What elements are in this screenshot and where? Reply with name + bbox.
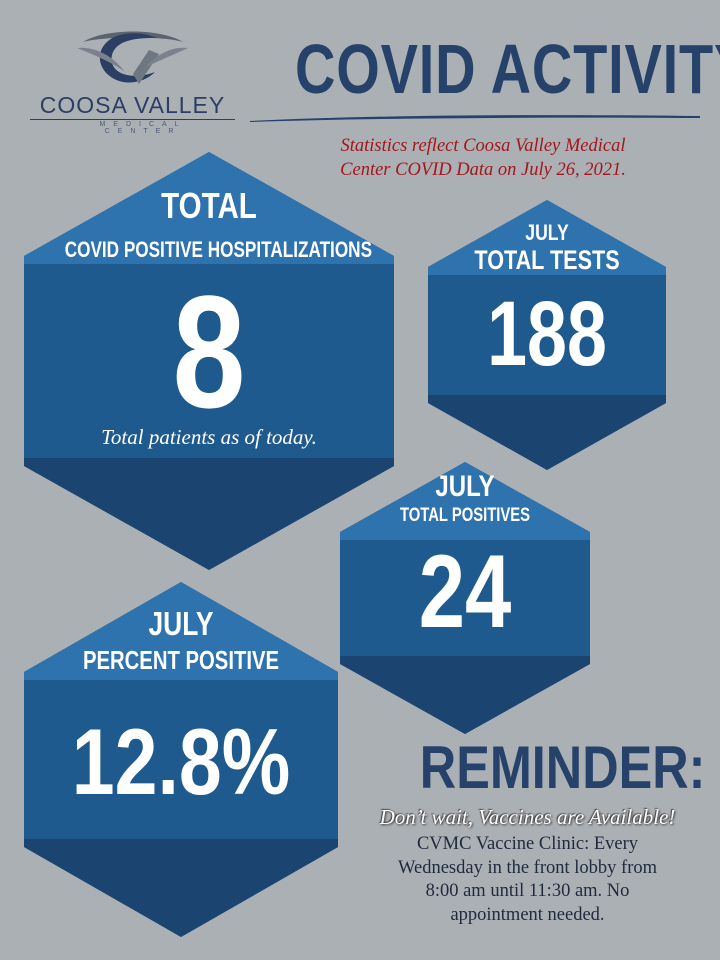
positives-hexagon: [340, 462, 590, 734]
reminder-line-4: appointment needed.: [450, 904, 605, 925]
reminder-body: CVMC Vaccine Clinic: Every Wednesday in …: [355, 833, 700, 927]
positives-label-bottom: TOTAL POSITIVES: [399, 505, 531, 526]
positives-label-top: JULY: [435, 470, 495, 503]
tests-value: 188: [487, 283, 607, 385]
logo-tagline: MEDICAL CENTER: [99, 121, 187, 135]
reminder-line-1: CVMC Vaccine Clinic: Every: [416, 834, 639, 854]
hospitalizations-note: Total patients as of today.: [101, 425, 317, 449]
subtitle-line-1: Statistics reflect Coosa Valley Medical: [340, 136, 626, 156]
tests-label-bottom: TOTAL TESTS: [474, 245, 620, 275]
logo-wordmark: COOSA VALLEY: [39, 92, 226, 118]
logo-mark-icon: [77, 31, 188, 84]
hospitalizations-label-top: TOTAL: [161, 185, 257, 226]
reminder-title: REMINDER:: [419, 734, 706, 801]
subtitle-line-2: Center COVID Data on July 26, 2021.: [340, 160, 626, 180]
page-title: COVID ACTIVITY: [295, 30, 720, 108]
reminder-line-2: Wednesday in the front lobby from: [398, 857, 657, 878]
title-underline: [250, 115, 700, 122]
percent-hexagon: [24, 582, 338, 937]
hospitalizations-label-bottom: COVID POSITIVE HOSPITALIZATIONS: [64, 237, 373, 262]
percent-label-bottom: PERCENT POSITIVE: [82, 645, 280, 675]
percent-label-top: JULY: [148, 605, 214, 642]
percent-value: 12.8%: [71, 709, 291, 814]
hospitalizations-hexagon: [24, 152, 394, 570]
positives-value: 24: [418, 534, 512, 650]
hospitalizations-value: 8: [172, 262, 246, 441]
tests-label-top: JULY: [525, 220, 569, 245]
reminder-line-3: 8:00 am until 11:30 am. No: [425, 881, 630, 901]
page-subtitle: Statistics reflect Coosa Valley Medical …: [268, 134, 698, 182]
reminder-subtitle: Don’t wait, Vaccines are Available!: [379, 805, 676, 829]
tests-hexagon: [428, 200, 666, 470]
logo-divider: [30, 119, 235, 120]
